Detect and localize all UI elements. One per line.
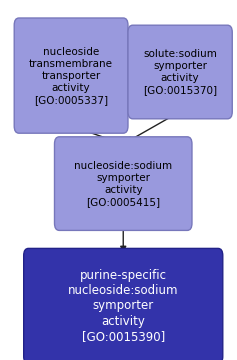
Text: nucleoside
transmembrane
transporter
activity
[GO:0005337]: nucleoside transmembrane transporter act… xyxy=(29,46,113,105)
FancyBboxPatch shape xyxy=(14,18,128,133)
Text: purine-specific
nucleoside:sodium
symporter
activity
[GO:0015390]: purine-specific nucleoside:sodium sympor… xyxy=(68,269,178,343)
Text: nucleoside:sodium
symporter
activity
[GO:0005415]: nucleoside:sodium symporter activity [GO… xyxy=(74,161,172,207)
FancyBboxPatch shape xyxy=(128,25,232,119)
FancyBboxPatch shape xyxy=(55,137,192,230)
Text: solute:sodium
symporter
activity
[GO:0015370]: solute:sodium symporter activity [GO:001… xyxy=(143,49,217,95)
FancyBboxPatch shape xyxy=(24,248,223,360)
